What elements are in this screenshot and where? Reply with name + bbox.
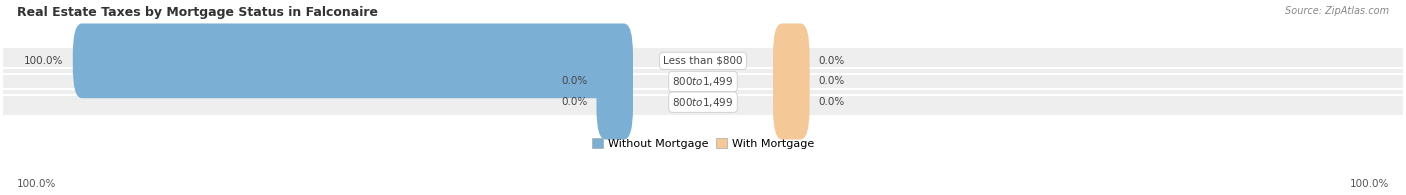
FancyBboxPatch shape [773,44,810,119]
Text: 100.0%: 100.0% [17,179,56,189]
Legend: Without Mortgage, With Mortgage: Without Mortgage, With Mortgage [588,134,818,153]
FancyBboxPatch shape [773,65,810,140]
Text: $800 to $1,499: $800 to $1,499 [672,75,734,88]
Text: $800 to $1,499: $800 to $1,499 [672,96,734,109]
FancyBboxPatch shape [596,44,633,119]
Text: 0.0%: 0.0% [561,76,588,87]
Text: 0.0%: 0.0% [561,97,588,107]
Text: 0.0%: 0.0% [818,97,845,107]
FancyBboxPatch shape [773,23,810,98]
Text: Real Estate Taxes by Mortgage Status in Falconaire: Real Estate Taxes by Mortgage Status in … [17,6,378,19]
FancyBboxPatch shape [3,47,1403,74]
Text: 100.0%: 100.0% [24,56,63,66]
Text: Less than $800: Less than $800 [664,56,742,66]
Text: 100.0%: 100.0% [1350,179,1389,189]
FancyBboxPatch shape [596,65,633,140]
FancyBboxPatch shape [3,89,1403,116]
FancyBboxPatch shape [3,68,1403,95]
FancyBboxPatch shape [73,23,633,98]
Text: Source: ZipAtlas.com: Source: ZipAtlas.com [1285,6,1389,16]
Text: 0.0%: 0.0% [818,76,845,87]
Text: 0.0%: 0.0% [818,56,845,66]
